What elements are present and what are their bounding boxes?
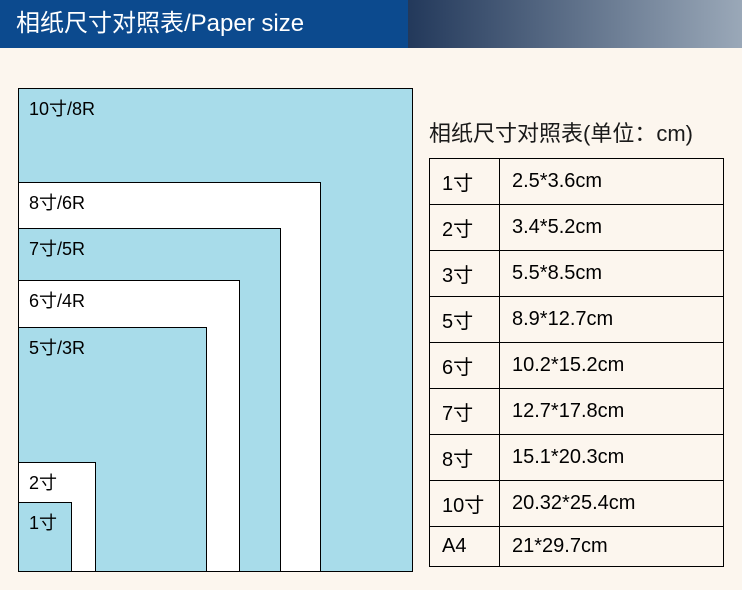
rect-label: 8寸/6R: [29, 189, 85, 215]
table-row: 3寸5.5*8.5cm: [430, 251, 724, 297]
cell-dim: 20.32*25.4cm: [500, 481, 724, 527]
table-row: A421*29.7cm: [430, 527, 724, 567]
cell-size: 6寸: [430, 343, 500, 389]
cell-size: 8寸: [430, 435, 500, 481]
cell-dim: 15.1*20.3cm: [500, 435, 724, 481]
table-row: 8寸15.1*20.3cm: [430, 435, 724, 481]
cell-dim: 10.2*15.2cm: [500, 343, 724, 389]
rect-label: 5寸/3R: [29, 334, 85, 360]
table-row: 2寸3.4*5.2cm: [430, 205, 724, 251]
table-row: 7寸12.7*17.8cm: [430, 389, 724, 435]
cell-size: 5寸: [430, 297, 500, 343]
cell-size: 1寸: [430, 159, 500, 205]
rect-label: 1寸: [29, 509, 57, 535]
table-row: 10寸20.32*25.4cm: [430, 481, 724, 527]
cell-size: 10寸: [430, 481, 500, 527]
size-rect: 1寸: [18, 502, 72, 572]
cell-dim: 8.9*12.7cm: [500, 297, 724, 343]
cell-dim: 2.5*3.6cm: [500, 159, 724, 205]
cell-size: 3寸: [430, 251, 500, 297]
size-table: 1寸2.5*3.6cm2寸3.4*5.2cm3寸5.5*8.5cm5寸8.9*1…: [429, 158, 724, 567]
cell-dim: 12.7*17.8cm: [500, 389, 724, 435]
cell-dim: 21*29.7cm: [500, 527, 724, 567]
table-row: 1寸2.5*3.6cm: [430, 159, 724, 205]
cell-size: 2寸: [430, 205, 500, 251]
header-title: 相纸尺寸对照表/Paper size: [16, 10, 304, 37]
table-title: 相纸尺寸对照表(单位：cm): [429, 116, 724, 148]
cell-dim: 5.5*8.5cm: [500, 251, 724, 297]
table-row: 5寸8.9*12.7cm: [430, 297, 724, 343]
rect-label: 7寸/5R: [29, 235, 85, 261]
rect-label-10r: 10寸/8R: [29, 95, 95, 121]
content-area: 10寸/8R 8寸/6R7寸/5R6寸/4R5寸/3R2寸1寸 相纸尺寸对照表(…: [0, 48, 742, 590]
header-bar: 相纸尺寸对照表/Paper size: [0, 0, 742, 48]
cell-dim: 3.4*5.2cm: [500, 205, 724, 251]
cell-size: A4: [430, 527, 500, 567]
rect-label: 2寸: [29, 469, 57, 495]
table-area: 相纸尺寸对照表(单位：cm) 1寸2.5*3.6cm2寸3.4*5.2cm3寸5…: [429, 88, 724, 572]
table-row: 6寸10.2*15.2cm: [430, 343, 724, 389]
cell-size: 7寸: [430, 389, 500, 435]
rect-label: 6寸/4R: [29, 287, 85, 313]
size-diagram: 10寸/8R 8寸/6R 7寸/5R 6寸/4R 5寸/3R 2寸 1寸: [18, 88, 413, 572]
